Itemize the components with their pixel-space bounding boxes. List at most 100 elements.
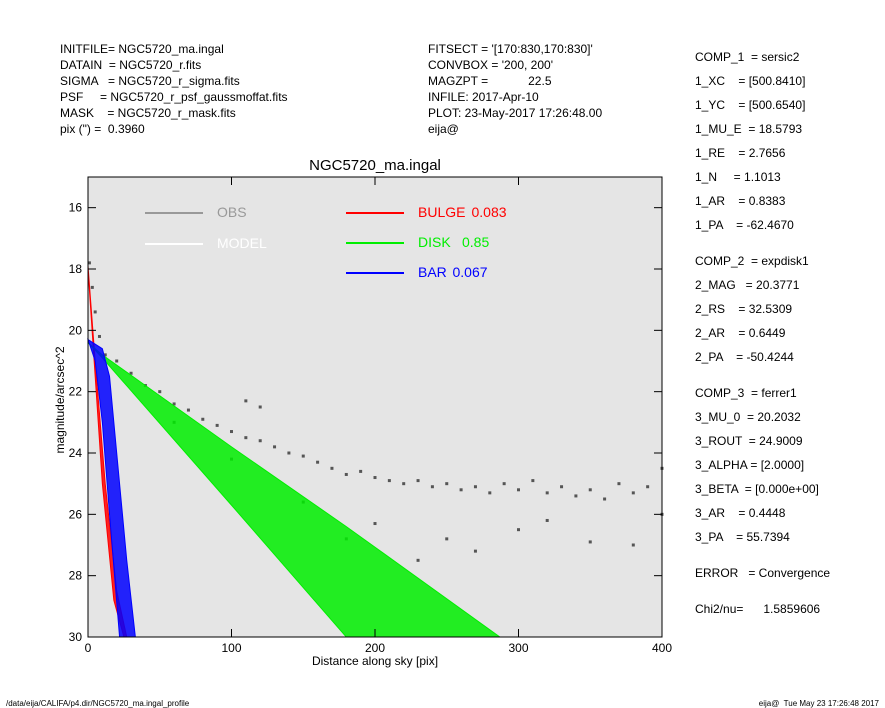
obs-point — [646, 485, 650, 489]
obs-point — [473, 485, 477, 489]
obs-point — [230, 430, 233, 434]
obs-point — [574, 494, 578, 498]
param-line: ERROR = Convergence — [695, 566, 830, 580]
param-line: COMP_2 = expdisk1 — [695, 254, 809, 268]
obs-point — [201, 417, 205, 421]
obs-point — [215, 423, 219, 427]
param-line: 2_RS = 32.5309 — [695, 302, 792, 316]
obs-point — [531, 479, 535, 483]
param-line: 2_PA = -50.4244 — [695, 350, 794, 364]
obs-point — [103, 353, 107, 357]
header-line: MASK = NGC5720_r_mask.fits — [60, 106, 236, 120]
obs-point — [344, 472, 348, 476]
obs-point — [115, 359, 119, 363]
param-line: 3_MU_0 = 20.2032 — [695, 410, 801, 424]
y-tick-label: 30 — [69, 630, 83, 644]
x-tick-label: 400 — [652, 641, 672, 655]
obs-point — [631, 543, 635, 547]
obs-point — [473, 549, 477, 553]
obs-point — [445, 482, 449, 486]
legend-label: DISK — [418, 234, 451, 250]
header-line: INITFILE= NGC5720_ma.ingal — [60, 42, 224, 56]
param-line: 1_PA = -62.4670 — [695, 218, 794, 232]
chart-title: NGC5720_ma.ingal — [309, 157, 441, 174]
param-line: 1_RE = 2.7656 — [695, 146, 786, 160]
param-line: 1_MU_E = 18.5793 — [695, 122, 802, 136]
obs-point — [387, 479, 391, 483]
obs-point — [316, 460, 320, 464]
obs-point — [273, 445, 277, 449]
obs-point — [158, 390, 162, 394]
obs-point — [517, 528, 520, 532]
obs-point — [373, 476, 377, 480]
header-line: PLOT: 23-May-2017 17:26:48.00 — [428, 106, 602, 120]
obs-point — [617, 482, 621, 486]
header-line: SIGMA = NGC5720_r_sigma.fits — [60, 74, 240, 88]
obs-point — [373, 522, 377, 526]
footer-right: eija@ Tue May 23 17:26:48 2017 — [759, 699, 880, 708]
obs-point — [631, 491, 635, 495]
legend-fraction: 0.083 — [472, 204, 507, 220]
param-line: Chi2/nu= 1.5859606 — [695, 602, 820, 616]
obs-point — [172, 402, 176, 406]
y-tick-label: 16 — [69, 201, 83, 215]
obs-point — [330, 466, 334, 470]
obs-point — [545, 518, 549, 522]
param-line: 3_BETA = [0.000e+00] — [695, 482, 819, 496]
obs-point — [488, 491, 492, 495]
header-line: eija@ — [428, 122, 459, 136]
param-line: 1_YC = [500.6540] — [695, 98, 805, 112]
x-tick-label: 300 — [508, 641, 528, 655]
legend-fraction: 0.85 — [462, 234, 489, 250]
y-axis-label: magnitude/arcsec^2 — [53, 346, 67, 453]
obs-point — [402, 482, 406, 486]
x-tick-label: 200 — [365, 641, 385, 655]
param-line: 2_AR = 0.6449 — [695, 326, 786, 340]
param-line: 3_PA = 55.7394 — [695, 530, 790, 544]
param-line: COMP_3 = ferrer1 — [695, 386, 797, 400]
legend-label: OBS — [217, 204, 247, 220]
obs-point — [287, 451, 291, 455]
obs-point — [588, 540, 592, 544]
param-line: 3_ALPHA = [2.0000] — [695, 458, 804, 472]
legend-label: MODEL — [217, 235, 267, 251]
x-axis-label: Distance along sky [pix] — [312, 654, 438, 668]
param-line: 1_XC = [500.8410] — [695, 74, 805, 88]
header-line: MAGZPT = 22.5 — [428, 74, 552, 88]
obs-point — [517, 488, 520, 492]
param-line: 3_ROUT = 24.9009 — [695, 434, 803, 448]
obs-point — [430, 485, 434, 489]
x-tick-label: 0 — [85, 641, 92, 655]
obs-point — [545, 491, 549, 495]
obs-point — [93, 310, 97, 314]
y-tick-label: 26 — [69, 507, 83, 521]
obs-point — [129, 371, 133, 375]
obs-point — [359, 469, 363, 473]
header-line: PSF = NGC5720_r_psf_gaussmoffat.fits — [60, 90, 288, 104]
obs-point — [90, 285, 94, 289]
y-tick-label: 20 — [69, 323, 83, 337]
obs-point — [97, 334, 101, 338]
obs-point — [502, 482, 506, 486]
header-line: FITSECT = '[170:830,170:830]' — [428, 42, 593, 56]
obs-point — [588, 488, 592, 492]
param-line: 1_N = 1.1013 — [695, 170, 781, 184]
param-line: COMP_1 = sersic2 — [695, 50, 800, 64]
legend-label: BULGE — [418, 204, 465, 220]
obs-point — [459, 488, 463, 492]
header-line: INFILE: 2017-Apr-10 — [428, 90, 539, 104]
y-tick-label: 22 — [69, 385, 83, 399]
obs-point — [301, 454, 305, 458]
obs-point — [416, 479, 420, 483]
obs-point — [87, 261, 91, 265]
header-line: pix (") = 0.3960 — [60, 122, 145, 136]
header-line: CONVBOX = '200, 200' — [428, 58, 553, 72]
y-tick-label: 24 — [69, 446, 83, 460]
obs-point — [603, 497, 607, 501]
param-line: 3_AR = 0.4448 — [695, 506, 786, 520]
y-tick-label: 28 — [69, 569, 83, 583]
header-line: DATAIN = NGC5720_r.fits — [60, 58, 201, 72]
x-tick-label: 100 — [221, 641, 241, 655]
param-line: 1_AR = 0.8383 — [695, 194, 786, 208]
